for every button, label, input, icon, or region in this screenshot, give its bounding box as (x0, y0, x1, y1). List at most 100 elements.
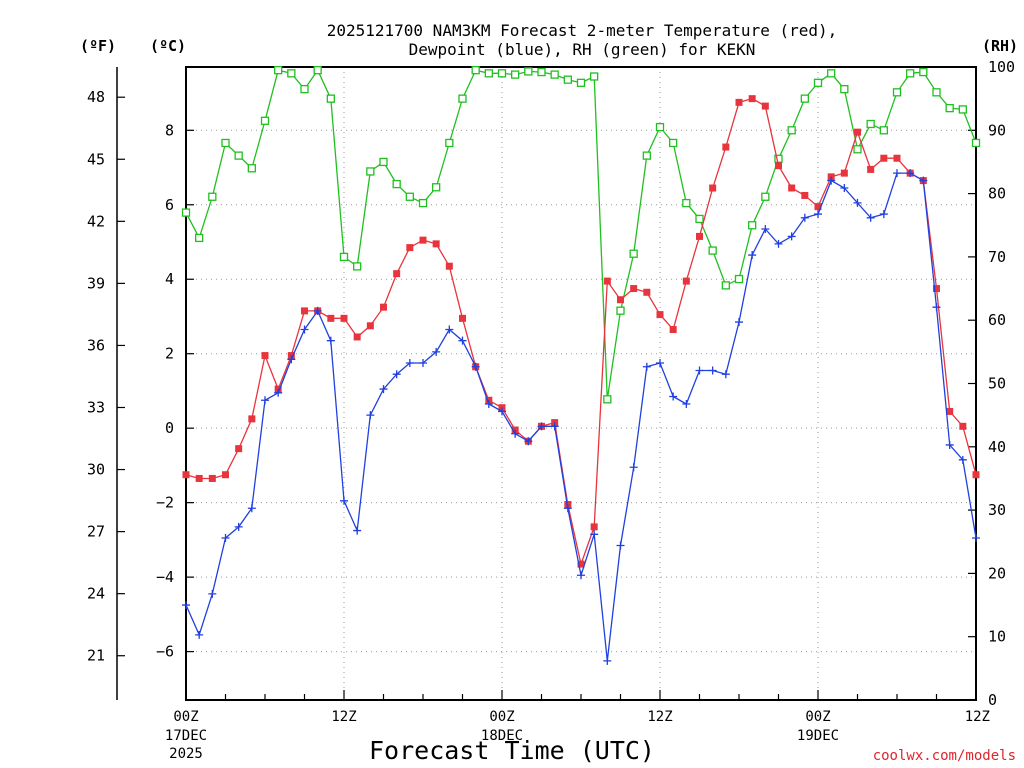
dewpoint-point (524, 437, 533, 446)
dewpoint-point (182, 601, 190, 610)
dewpoint-point (392, 370, 401, 379)
rh-point (458, 94, 467, 103)
dewpoint-point (972, 534, 980, 543)
rh-point (247, 164, 256, 173)
dewpoint-point (721, 370, 730, 379)
dewpoint-point (274, 388, 283, 397)
temperature-point (432, 240, 440, 248)
rh-point (682, 198, 691, 208)
dewpoint-point (300, 325, 309, 334)
temperature-point (854, 128, 861, 136)
dewpoint-point (484, 399, 493, 408)
dewpoint-point (761, 224, 770, 233)
rh-series (181, 66, 981, 404)
dewpoint-point (590, 530, 599, 539)
temperature-point (327, 314, 335, 322)
temperature-point (208, 474, 216, 482)
rh-point (919, 67, 928, 77)
dewpoint-point (366, 411, 375, 420)
celsius-tick-label: −2 (156, 494, 174, 512)
dewpoint-point (195, 630, 204, 639)
dewpoint-point (893, 169, 901, 178)
temperature-point (696, 232, 703, 240)
dewpoint-point (234, 522, 243, 531)
chart-title-line2: Dewpoint (blue), RH (green) for KEKN (409, 40, 756, 59)
dewpoint-point (682, 399, 691, 408)
rh-point (497, 69, 507, 78)
rh-tick-label: 80 (988, 185, 1006, 203)
temperature-point (603, 277, 611, 285)
time-tick-date-label: 19DEC (797, 728, 839, 744)
rh-point (563, 75, 572, 84)
dewpoint-point (221, 534, 230, 543)
rh-point (366, 167, 375, 176)
temperature-point (301, 307, 308, 315)
rh-point (958, 105, 967, 114)
rh-point (721, 281, 730, 290)
rh-point (695, 214, 704, 224)
temperature-point (419, 236, 427, 244)
fahrenheit-tick-label: 42 (87, 212, 105, 230)
time-tick-label: 00Z (173, 709, 198, 725)
dewpoint-point (261, 396, 269, 405)
dewpoint-point (616, 541, 625, 550)
rh-point (537, 67, 546, 77)
x-axis-label: Forecast Time (UTC) (369, 736, 655, 765)
temperature-point (406, 244, 414, 252)
dewpoint-point (919, 176, 928, 185)
celsius-tick-label: −4 (156, 568, 174, 586)
dewpoint-point (958, 455, 967, 464)
rh-point (800, 94, 809, 103)
time-axis-tick-labels: 00Z 17DEC 2025 12Z 00Z 18DEC 12Z 00Z 19DEC 12Z (165, 690, 990, 762)
rh-tick-label: 70 (988, 248, 1006, 266)
temperature-point (235, 445, 243, 453)
dewpoint-point (458, 336, 467, 345)
time-tick-year-label: 2025 (169, 746, 203, 762)
rh-point (603, 395, 612, 404)
dewpoint-point (287, 355, 296, 364)
temperature-point (814, 203, 822, 211)
temperature-point (972, 471, 980, 479)
rh-point (313, 66, 322, 75)
celsius-tick-label: 2 (165, 345, 174, 363)
rh-tick-label: 50 (988, 375, 1006, 393)
rh-point (787, 126, 796, 135)
celsius-tick-label: 6 (165, 196, 174, 214)
time-tick-label: 12Z (965, 709, 990, 725)
fahrenheit-tick-label: 21 (87, 647, 105, 665)
temperature-point (682, 277, 690, 285)
rh-point (840, 85, 849, 94)
celsius-tick-label: 4 (165, 270, 174, 288)
celsius-tick-label: −6 (156, 643, 174, 661)
rh-point (471, 66, 480, 75)
rh-point (550, 70, 559, 79)
dewpoint-point (642, 362, 651, 371)
rh-point (484, 69, 493, 78)
rh-tick-label: 100 (988, 58, 1015, 76)
rh-point (945, 103, 954, 113)
dewpoint-point (419, 359, 427, 368)
dewpoint-point (695, 366, 704, 375)
temperature-point (459, 314, 466, 322)
rh-tick-label: 60 (988, 311, 1006, 329)
temperature-point (722, 143, 730, 151)
dewpoint-point (498, 407, 506, 416)
dewpoint-point (932, 303, 941, 312)
source-credit: coolwx.com/models (873, 748, 1016, 764)
rh-axis-unit: (RH) (982, 37, 1018, 55)
rh-point (234, 151, 243, 160)
rh-point (576, 78, 586, 87)
dewpoint-point (827, 176, 836, 185)
rh-point (813, 78, 823, 87)
rh-point (761, 192, 770, 201)
temperature-point (222, 471, 229, 479)
rh-point (971, 138, 981, 148)
dewpoint-point (353, 526, 362, 535)
rh-point (708, 246, 717, 255)
rh-point (669, 138, 678, 148)
rh-tick-label: 20 (988, 564, 1006, 582)
dewpoint-point (550, 422, 559, 431)
rh-point (734, 274, 744, 284)
rh-point (524, 67, 533, 76)
